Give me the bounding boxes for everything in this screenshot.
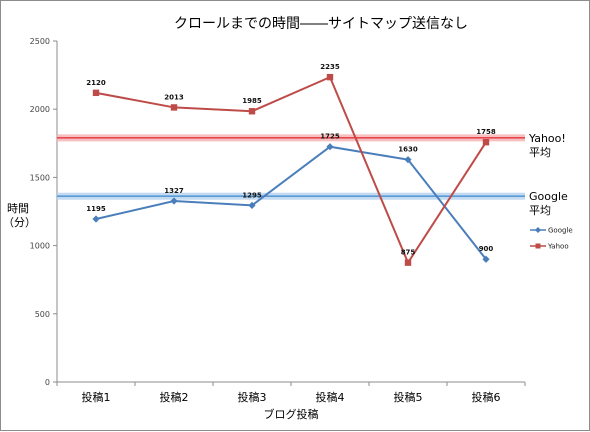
data-label-yahoo: 1985 <box>242 97 262 105</box>
x-tick-label: 投稿4 <box>316 390 345 404</box>
y-axis-label-line1: 時間 <box>7 202 29 215</box>
legend-label-yahoo: Yahoo <box>547 243 569 251</box>
average-label-google: Google <box>529 190 568 203</box>
x-tick-label: 投稿2 <box>160 390 189 404</box>
legend-label-google: Google <box>548 227 573 235</box>
x-tick-label: 投稿3 <box>238 390 267 404</box>
data-label-google: 900 <box>479 245 494 253</box>
x-tick-label: 投稿5 <box>394 390 423 404</box>
data-label-yahoo: 2013 <box>164 93 184 101</box>
y-tick-label: 500 <box>35 310 50 319</box>
y-tick-label: 1000 <box>30 242 50 251</box>
y-tick-label: 2000 <box>30 105 50 114</box>
data-label-yahoo: 2120 <box>86 79 106 87</box>
data-point-google <box>482 255 490 263</box>
data-label-yahoo: 875 <box>401 249 416 257</box>
data-label-google: 1630 <box>398 146 418 154</box>
y-axis-label-line2: （分） <box>3 216 36 229</box>
data-point-yahoo <box>482 139 490 146</box>
legend-marker-yahoo <box>535 243 541 249</box>
series-line-google <box>95 145 487 260</box>
data-label-google: 1195 <box>86 205 106 213</box>
average-sublabel-google: 平均 <box>529 204 551 217</box>
data-point-yahoo <box>92 89 100 97</box>
y-tick-label: 0 <box>45 378 50 387</box>
data-label-google: 1725 <box>320 133 340 141</box>
average-label-yahoo: Yahoo! <box>528 132 566 145</box>
data-label-google: 1327 <box>164 187 184 195</box>
y-tick-label: 2500 <box>30 37 50 46</box>
data-point-google <box>326 143 334 151</box>
data-label-yahoo: 2235 <box>320 63 340 71</box>
data-point-yahoo <box>248 108 256 115</box>
data-point-google <box>170 197 178 205</box>
x-axis-label: ブログ投稿 <box>264 407 319 421</box>
x-tick-label: 投稿1 <box>82 390 111 404</box>
data-label-google: 1295 <box>242 191 262 199</box>
x-tick-label: 投稿6 <box>472 390 501 404</box>
y-tick-label: 1500 <box>30 173 50 182</box>
chart-title: クロールまでの時間――サイトマップ送信なし <box>174 16 468 32</box>
series-line-yahoo <box>95 75 487 265</box>
data-point-yahoo <box>326 73 334 81</box>
legend-marker-google <box>535 227 541 233</box>
data-label-yahoo: 1758 <box>476 128 496 136</box>
data-point-yahoo <box>170 104 178 111</box>
average-sublabel-yahoo: 平均 <box>529 146 551 159</box>
data-point-google <box>404 156 412 164</box>
data-point-google <box>248 201 256 209</box>
data-point-yahoo <box>404 259 412 266</box>
data-point-google <box>92 215 100 223</box>
